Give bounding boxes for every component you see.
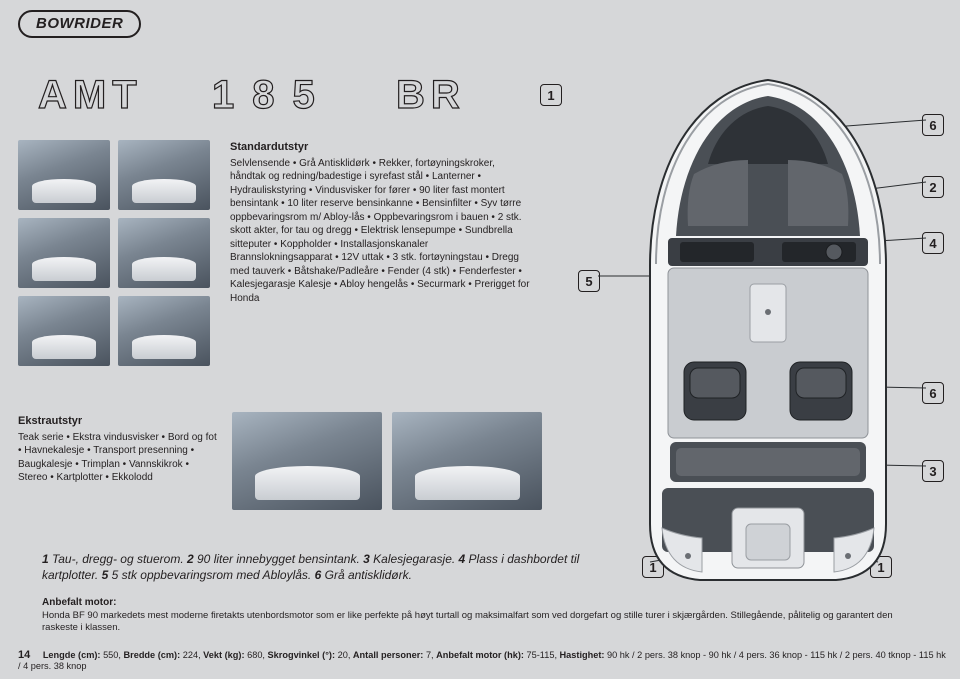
motor-body: Honda BF 90 markedets mest moderne firet…	[42, 610, 922, 636]
spec-v6: 75-115,	[527, 650, 560, 660]
page-number: 14	[18, 649, 30, 661]
boat-plan-diagram	[598, 76, 938, 588]
standard-head: Standardutstyr	[230, 140, 530, 155]
photo-1	[18, 140, 110, 210]
standard-equipment: Standardutstyr Selvlensende • Grå Antisk…	[230, 140, 530, 305]
spec-v3: 680,	[247, 650, 267, 660]
spec-k5: Antall personer:	[353, 650, 423, 660]
extra-head: Ekstrautstyr	[18, 414, 218, 429]
photo-2	[118, 140, 210, 210]
photo-3	[18, 218, 110, 288]
spec-line: 14 Lengde (cm): 550, Bredde (cm): 224, V…	[18, 649, 948, 671]
spec-v2: 224,	[183, 650, 203, 660]
spec-k3: Vekt (kg):	[203, 650, 244, 660]
cap-t1: Tau-, dregg- og stuerom.	[49, 552, 187, 566]
photo-7	[232, 412, 382, 510]
cap-n2: 2	[187, 552, 194, 566]
cap-t2: 90 liter innebygget bensintank.	[194, 552, 363, 566]
spec-k4: Skrogvinkel (°):	[268, 650, 336, 660]
model-name: AMT 185 BR	[38, 70, 518, 118]
svg-text:185: 185	[212, 73, 333, 117]
svg-text:AMT: AMT	[38, 73, 143, 117]
spec-v4: 20,	[338, 650, 353, 660]
callout-1-title: 1	[540, 84, 562, 106]
spec-k1: Lengde (cm):	[43, 650, 101, 660]
callout-5: 5	[578, 270, 600, 292]
cap-t6: Grå antisklidørk.	[321, 568, 412, 582]
extra-equipment: Ekstrautstyr Teak serie • Ekstra vindusv…	[18, 414, 218, 485]
spec-k2: Bredde (cm):	[124, 650, 181, 660]
cap-t3: Kalesjegarasje.	[370, 552, 459, 566]
cap-n3: 3	[363, 552, 370, 566]
callout-caption: 1 Tau-, dregg- og stuerom. 2 90 liter in…	[42, 552, 582, 583]
standard-body: Selvlensende • Grå Antisklidørk • Rekker…	[230, 157, 530, 306]
svg-text:BR: BR	[396, 73, 466, 117]
category-badge: BOWRIDER	[18, 10, 141, 38]
photo-4	[118, 218, 210, 288]
extra-body: Teak serie • Ekstra vindusvisker • Bord …	[18, 431, 218, 485]
cap-t5: 5 stk oppbevaringsrom med Abloylås.	[108, 568, 314, 582]
motor-head: Anbefalt motor:	[42, 596, 922, 610]
photo-6	[118, 296, 210, 366]
cap-n1: 1	[42, 552, 49, 566]
photo-8	[392, 412, 542, 510]
spec-v5: 7,	[426, 650, 436, 660]
spec-k6: Anbefalt motor (hk):	[436, 650, 524, 660]
spec-v1: 550,	[103, 650, 123, 660]
recommended-motor: Anbefalt motor: Honda BF 90 markedets me…	[42, 596, 922, 635]
spec-k7: Hastighet:	[560, 650, 605, 660]
photo-5	[18, 296, 110, 366]
